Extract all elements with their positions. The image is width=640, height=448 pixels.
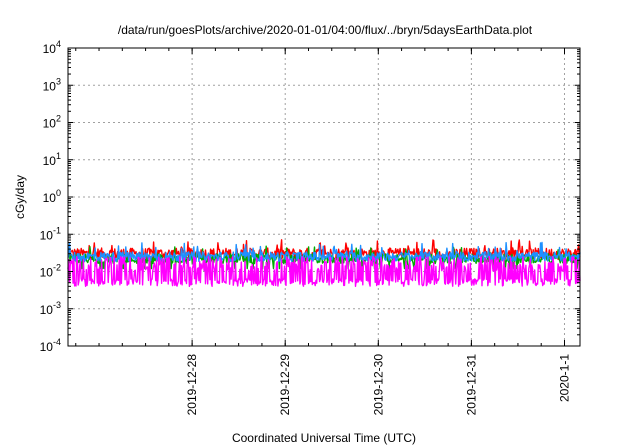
- y-tick-base: 10: [40, 228, 54, 242]
- y-tick-label: 10-4: [40, 337, 61, 354]
- y-tick-label: 104: [43, 39, 61, 56]
- series-line: [67, 256, 581, 287]
- y-tick-label: 102: [43, 114, 61, 131]
- series-layer: [67, 239, 581, 287]
- y-tick-exponent: -1: [53, 225, 61, 235]
- y-tick-base: 10: [40, 266, 54, 280]
- x-tick-label: 2019-12-30: [371, 354, 385, 416]
- series-line: [67, 241, 581, 263]
- y-tick-label: 103: [43, 76, 61, 93]
- y-tick-exponent: 3: [56, 76, 61, 86]
- y-tick-exponent: 1: [56, 151, 61, 161]
- x-axis-label: Coordinated Universal Time (UTC): [232, 431, 416, 445]
- y-tick-base: 10: [40, 303, 54, 317]
- y-tick-base: 10: [43, 191, 57, 205]
- grid: [68, 48, 580, 346]
- x-tick-label: 2020-1-1: [557, 354, 571, 402]
- y-axis-label: cGy/day: [13, 175, 27, 219]
- y-tick-exponent: 2: [56, 114, 61, 124]
- x-tick-label: 2019-12-28: [185, 354, 199, 416]
- y-tick-exponent: -4: [53, 337, 61, 347]
- x-tick-label: 2019-12-29: [278, 354, 292, 416]
- chart-title: /data/run/goesPlots/archive/2020-01-01/0…: [118, 23, 533, 37]
- y-tick-exponent: 4: [56, 39, 61, 49]
- y-tick-base: 10: [43, 42, 57, 56]
- x-tick-label: 2019-12-31: [464, 354, 478, 416]
- y-tick-label: 10-1: [40, 225, 61, 242]
- y-tick-base: 10: [43, 79, 57, 93]
- y-tick-exponent: 0: [56, 188, 61, 198]
- y-tick-label: 101: [43, 151, 61, 168]
- y-tick-exponent: -2: [53, 263, 61, 273]
- y-tick-label: 100: [43, 188, 61, 205]
- y-tick-exponent: -3: [53, 300, 61, 310]
- x-axis: 2019-12-28 2019-12-29 2019-12-30 2019-12-31…: [75, 48, 571, 416]
- y-tick-base: 10: [40, 340, 54, 354]
- y-tick-base: 10: [43, 154, 57, 168]
- y-tick-base: 10: [43, 117, 57, 131]
- y-tick-label: 10-2: [40, 263, 61, 280]
- y-tick-label: 10-3: [40, 300, 61, 317]
